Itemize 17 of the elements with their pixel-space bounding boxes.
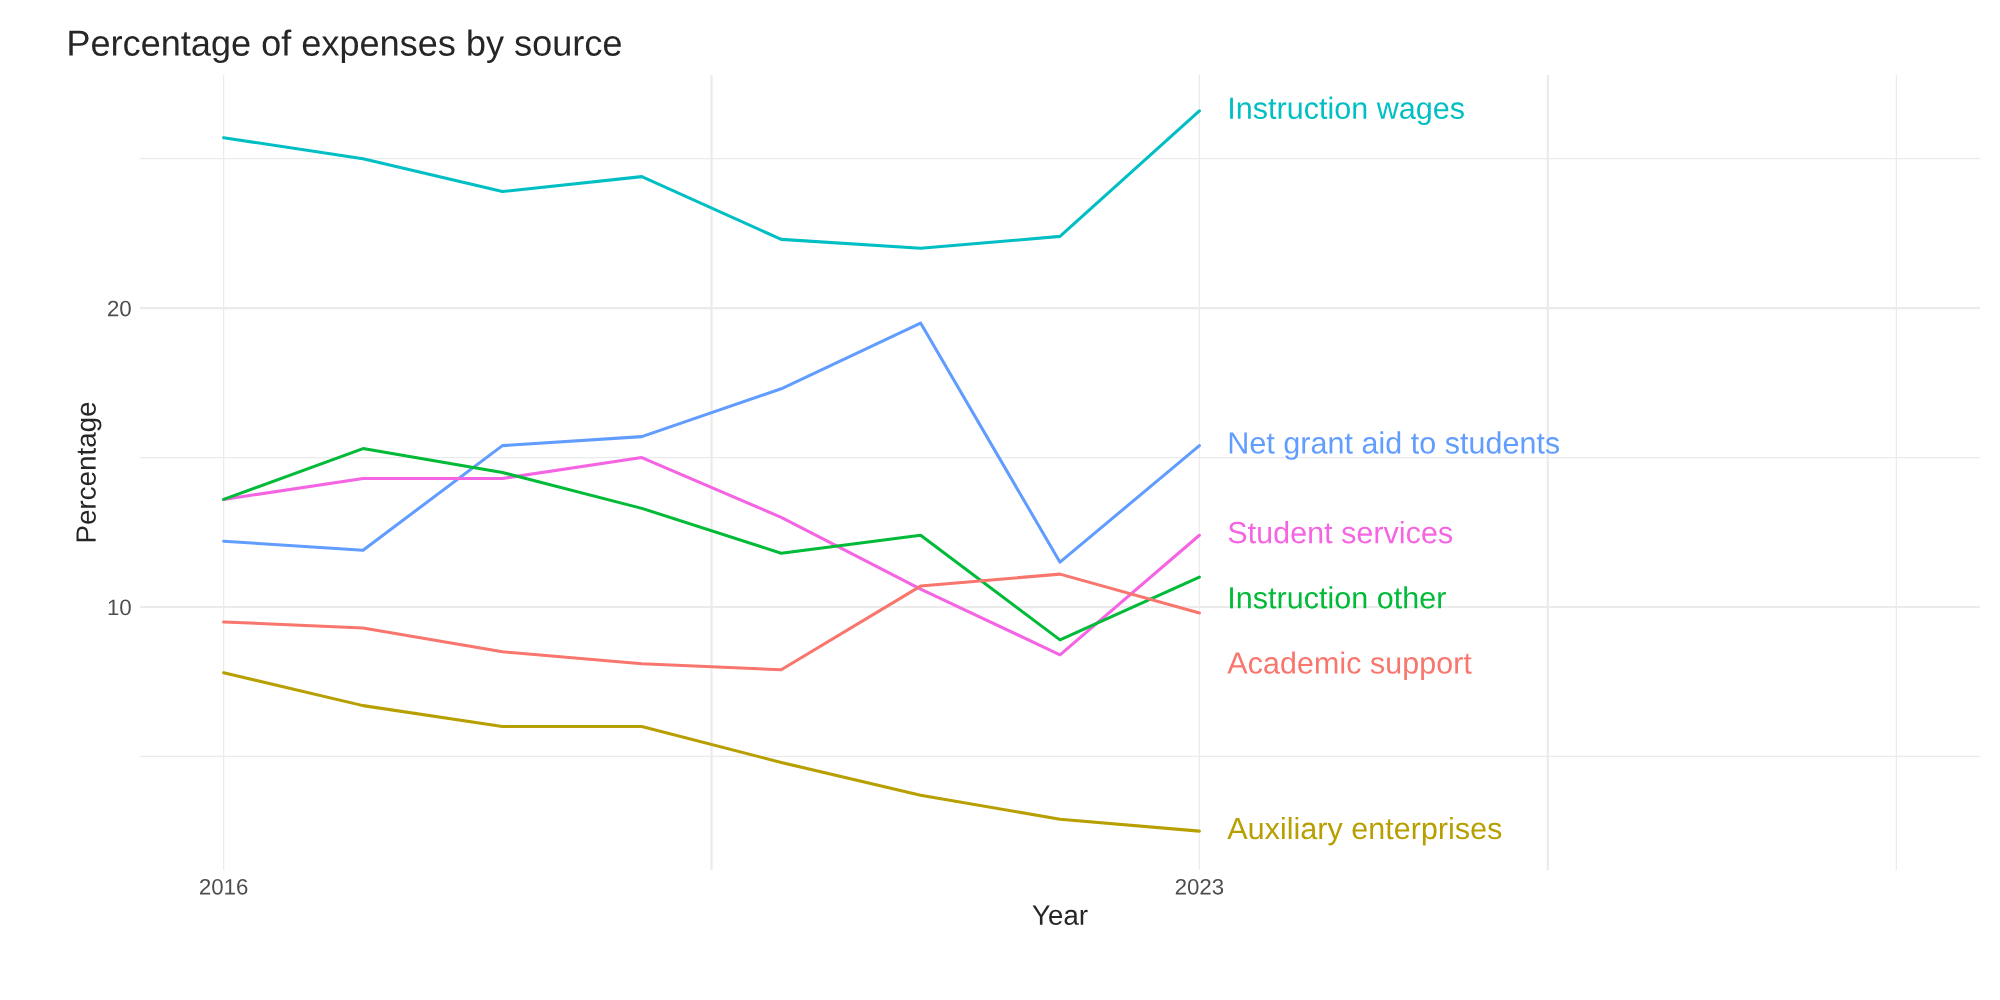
series-label: Academic support: [1227, 651, 1472, 680]
series-label: Instruction other: [1230, 586, 1446, 609]
series-label: Net grant aid to students: [1229, 431, 1560, 460]
series-label: Auxiliary enterprises: [1227, 816, 1502, 846]
line-series: [222, 572, 1201, 672]
series-label: Student services: [1228, 521, 1453, 544]
chart-title: Percentage of expenses by source: [69, 29, 621, 64]
line-series: [222, 671, 1201, 833]
x-tick-label: 2023: [1175, 878, 1224, 895]
line-series: [222, 321, 1201, 564]
y-tick-label: 10: [108, 599, 131, 616]
x-axis-title: Year: [1032, 905, 1088, 926]
x-tick-label: 2016: [200, 878, 248, 895]
line-series: [222, 109, 1201, 250]
y-axis-title: Percentage: [76, 402, 102, 542]
y-tick-label: 20: [108, 300, 131, 317]
series-label: Instruction wages: [1230, 96, 1464, 126]
